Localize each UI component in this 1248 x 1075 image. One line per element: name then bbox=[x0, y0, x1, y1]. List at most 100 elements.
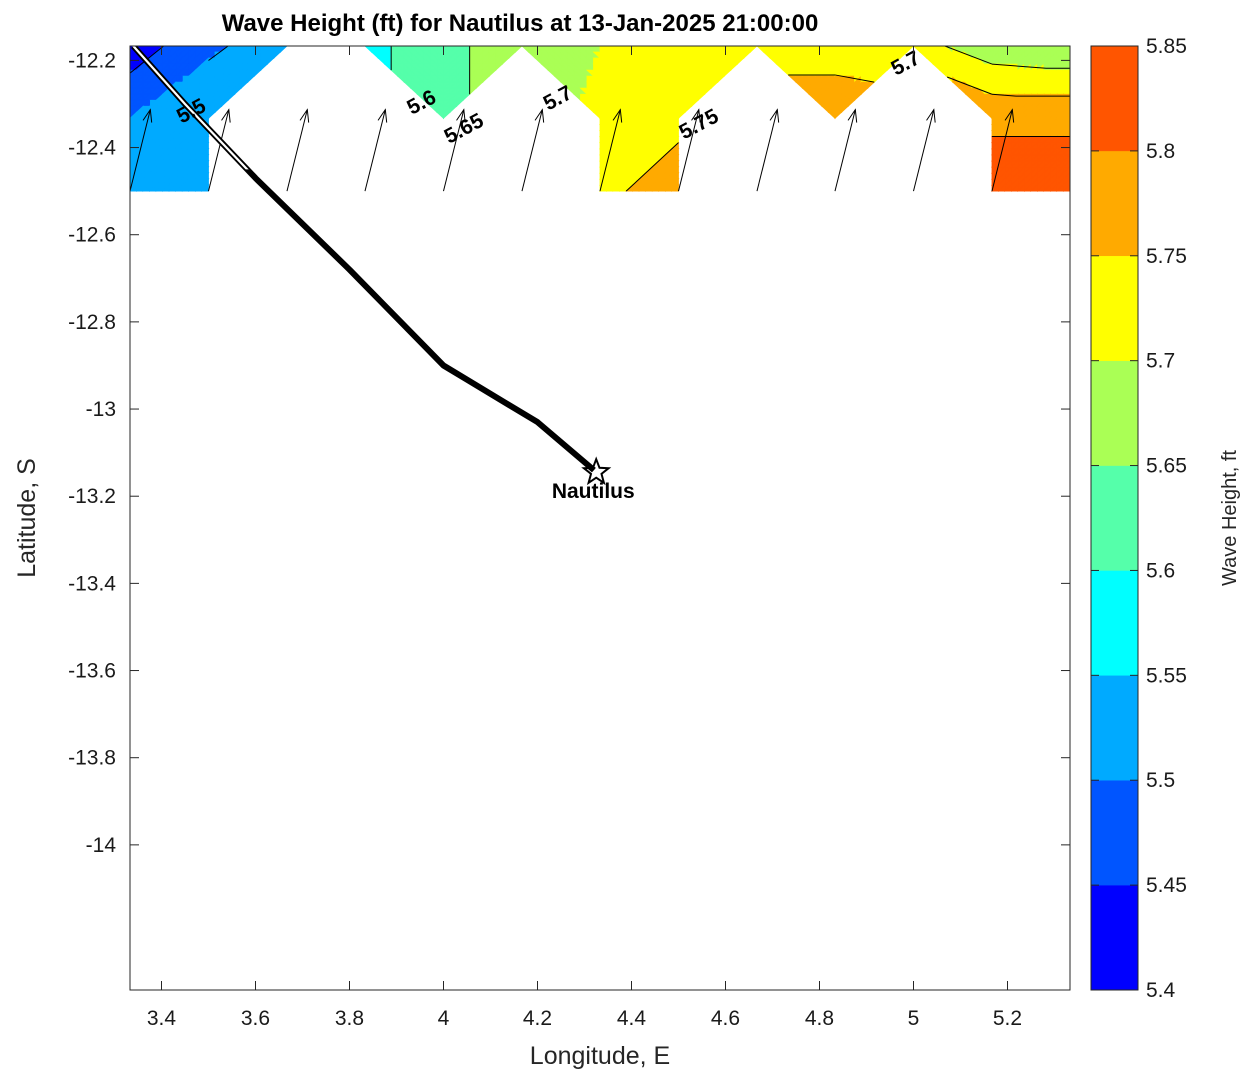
contour-cell bbox=[240, 81, 249, 90]
y-tick-label: -14 bbox=[86, 834, 117, 857]
wave-arrow bbox=[130, 108, 153, 192]
colorbar-tick-label: 5.55 bbox=[1146, 664, 1187, 687]
contour-cell bbox=[515, 46, 523, 53]
wave-arrow bbox=[834, 108, 858, 192]
contour-cell bbox=[631, 184, 640, 192]
contour-cell bbox=[651, 184, 660, 192]
y-tick-label: -13.6 bbox=[68, 660, 116, 683]
contour-line bbox=[208, 46, 229, 61]
contour-cell bbox=[449, 105, 458, 114]
wave-arrow-head bbox=[612, 108, 623, 123]
wave-arrow-head bbox=[299, 108, 310, 123]
contour-cell bbox=[1016, 184, 1025, 192]
contour-line bbox=[625, 142, 679, 192]
y-tick-label: -12.2 bbox=[68, 49, 116, 72]
contour-cell bbox=[834, 111, 843, 120]
contour-cell bbox=[155, 184, 164, 192]
contour-cell bbox=[200, 184, 209, 192]
contour-cell bbox=[1055, 184, 1064, 192]
wave-direction-arrows bbox=[130, 46, 1015, 192]
contour-cell bbox=[227, 93, 236, 102]
colorbar-tick-label: 5.8 bbox=[1146, 140, 1175, 163]
contour-cell bbox=[1036, 184, 1045, 192]
contour-fill bbox=[130, 46, 1070, 193]
contour-cell bbox=[495, 63, 504, 72]
contour-cell bbox=[1029, 184, 1038, 192]
x-tick-label: 3.8 bbox=[335, 1007, 364, 1030]
contour-cell bbox=[1003, 184, 1012, 192]
x-tick-label: 4.8 bbox=[805, 1007, 834, 1030]
wave-arrow bbox=[521, 108, 545, 192]
colorbar-swatch bbox=[1090, 360, 1139, 466]
wave-arrow-shaft bbox=[443, 109, 465, 192]
contour-cell bbox=[697, 93, 706, 102]
wave-arrow bbox=[286, 108, 310, 192]
track-line bbox=[245, 169, 595, 472]
y-tick-label: -13.4 bbox=[68, 572, 116, 595]
contour-cell bbox=[743, 51, 752, 59]
wave-arrow bbox=[443, 108, 466, 192]
contour-cell bbox=[997, 184, 1006, 192]
x-tick-label: 4.2 bbox=[523, 1007, 552, 1030]
wave-arrow bbox=[364, 108, 388, 192]
contour-cell bbox=[717, 75, 726, 84]
contour-cell bbox=[886, 63, 895, 72]
x-axis-label: Longitude, E bbox=[530, 1042, 670, 1070]
contour-cell bbox=[691, 99, 700, 108]
contour-cell bbox=[670, 184, 679, 192]
chart-title: Wave Height (ft) for Nautilus at 13-Jan-… bbox=[222, 10, 819, 37]
colorbar-swatch bbox=[1090, 465, 1139, 571]
contour-cell bbox=[273, 51, 282, 59]
wave-arrow-head bbox=[377, 108, 388, 123]
wave-arrow-shaft bbox=[364, 109, 386, 192]
contour-cell bbox=[880, 69, 889, 78]
wave-arrow-shaft bbox=[991, 109, 1013, 192]
contour-cell bbox=[161, 184, 170, 192]
contour-cell bbox=[462, 93, 471, 102]
wave-arrow bbox=[913, 108, 936, 192]
ship-track bbox=[131, 46, 596, 473]
wave-arrow-head bbox=[769, 108, 780, 123]
wave-arrow bbox=[678, 108, 701, 192]
contour-cell bbox=[612, 184, 621, 192]
contour-cell bbox=[508, 51, 517, 59]
y-tick-label: -12.6 bbox=[68, 224, 116, 247]
contour-cell bbox=[135, 184, 144, 192]
x-axis-ticks: 3.4 3.6 3.8 4 4.2 4.4 4.6 4.8 5 5.2 bbox=[147, 46, 1022, 1030]
contour-cell bbox=[194, 184, 203, 192]
y-tick-label: -13 bbox=[86, 398, 116, 421]
contour-cell bbox=[638, 184, 647, 192]
station-label: Nautilus bbox=[552, 480, 635, 503]
wave-arrow-shaft bbox=[678, 109, 700, 192]
wave-arrow-shaft bbox=[756, 109, 778, 192]
contour-cell bbox=[1023, 184, 1032, 192]
contour-line bbox=[991, 63, 1047, 69]
contour-cell bbox=[482, 75, 491, 84]
colorbar-swatch bbox=[1090, 779, 1139, 886]
contour-cell bbox=[900, 51, 908, 59]
wave-arrow-head bbox=[456, 108, 466, 123]
colorbar-tick-label: 5.85 bbox=[1146, 35, 1187, 58]
contour-line bbox=[834, 74, 875, 83]
contour-cell bbox=[187, 184, 196, 192]
contour-cell bbox=[168, 184, 177, 192]
y-axis-ticks: -12.2 -12.4 -12.6 -12.8 -13 -13.2 -13.4 -13.6 -1… bbox=[68, 49, 1070, 857]
contour-cell bbox=[208, 111, 217, 120]
colorbar: 5.4 5.45 5.5 5.55 5.6 5.65 5.7 5.75 5.8 5.85 bbox=[1090, 35, 1187, 1002]
colorbar-swatch bbox=[1090, 150, 1139, 257]
contour-cell bbox=[730, 63, 739, 72]
contour-cell bbox=[723, 69, 732, 78]
wave-arrow-head bbox=[691, 108, 701, 123]
contour-cell bbox=[906, 46, 915, 53]
x-tick-label: 5.2 bbox=[993, 1007, 1022, 1030]
contour-cell bbox=[664, 184, 673, 192]
plot-area: 5.5 5.65.655.75.755.7 bbox=[130, 46, 1070, 990]
contour-line bbox=[991, 93, 1017, 97]
contour-cell bbox=[221, 99, 230, 108]
colorbar-tick-label: 5.4 bbox=[1146, 979, 1176, 1002]
contour-cell bbox=[841, 105, 850, 114]
wave-arrow-shaft bbox=[208, 109, 230, 192]
contour-cell bbox=[860, 87, 869, 96]
contour-cell bbox=[657, 184, 666, 192]
